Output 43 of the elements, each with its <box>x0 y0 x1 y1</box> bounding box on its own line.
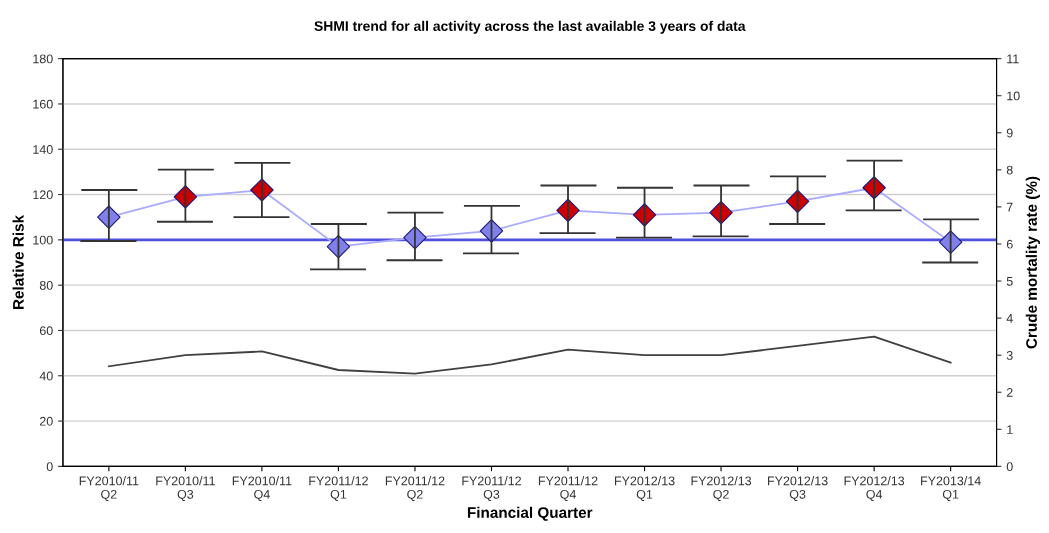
x-tick-label: FY2012/13 Q3 <box>768 476 828 501</box>
y2-tick-label: 9 <box>1006 128 1013 138</box>
y2-tick-label: 0 <box>1006 462 1013 472</box>
y-tick-label: 60 <box>39 326 53 336</box>
y2-tick-label: 2 <box>1006 388 1013 397</box>
chart-title: SHMI trend for all activity across the last available 3 years of data <box>314 20 746 34</box>
y2-tick-label: 1 <box>1007 425 1013 434</box>
y2-tick-label: 7 <box>1006 202 1013 212</box>
point <box>326 234 351 259</box>
y2-tick-label: 3 <box>1006 350 1013 360</box>
y-tick-label: 20 <box>39 416 53 426</box>
x-tick-label: FY2010/11 Q3 <box>156 476 215 501</box>
x-tick-label: FY2011/12 Q1 <box>309 476 368 501</box>
y-tick-label: 180 <box>33 54 53 64</box>
point <box>632 203 657 227</box>
y-tick-label: 100 <box>33 235 53 245</box>
x-tick-label: FY2011/12 Q2 <box>385 476 445 501</box>
x-tick-label: FY2012/13 Q1 <box>614 476 675 501</box>
point <box>479 219 504 243</box>
x-tick-label: FY2011/12 Q3 <box>462 476 521 501</box>
x-tick-label: FY2010/11 Q4 <box>232 476 292 501</box>
line-series <box>107 335 952 375</box>
y-tick-label: 80 <box>39 280 53 290</box>
x-tick-label: FY2011/12 Q4 <box>538 476 598 501</box>
y2-tick-label: 4 <box>1006 314 1013 323</box>
x-tick-label: FY2012/13 Q2 <box>691 476 752 501</box>
y2-tick-label: 8 <box>1006 165 1013 175</box>
y-tick-label: 160 <box>33 99 53 109</box>
point <box>785 189 810 214</box>
y2-tick-label: 10 <box>1007 91 1020 101</box>
y2-tick-label: 6 <box>1006 239 1013 249</box>
y2-tick-label: 11 <box>1007 54 1019 64</box>
y2-tick-label: 5 <box>1006 276 1013 286</box>
y-tick-label: 120 <box>33 190 53 200</box>
y-tick-label: 140 <box>33 145 53 154</box>
x-axis-title: Financial Quarter <box>467 506 593 521</box>
y2-axis-title: Crude mortality rate (%) <box>1025 176 1040 349</box>
x-tick-label: FY2013/14 Q1 <box>921 476 981 501</box>
y-tick-label: 40 <box>39 371 53 381</box>
x-tick-label: FY2010/11 Q2 <box>79 476 139 501</box>
y-axis-title: Relative Risk <box>12 214 24 310</box>
y-tick-label: 0 <box>46 462 53 472</box>
x-tick-label: FY2012/13 Q4 <box>844 476 905 501</box>
